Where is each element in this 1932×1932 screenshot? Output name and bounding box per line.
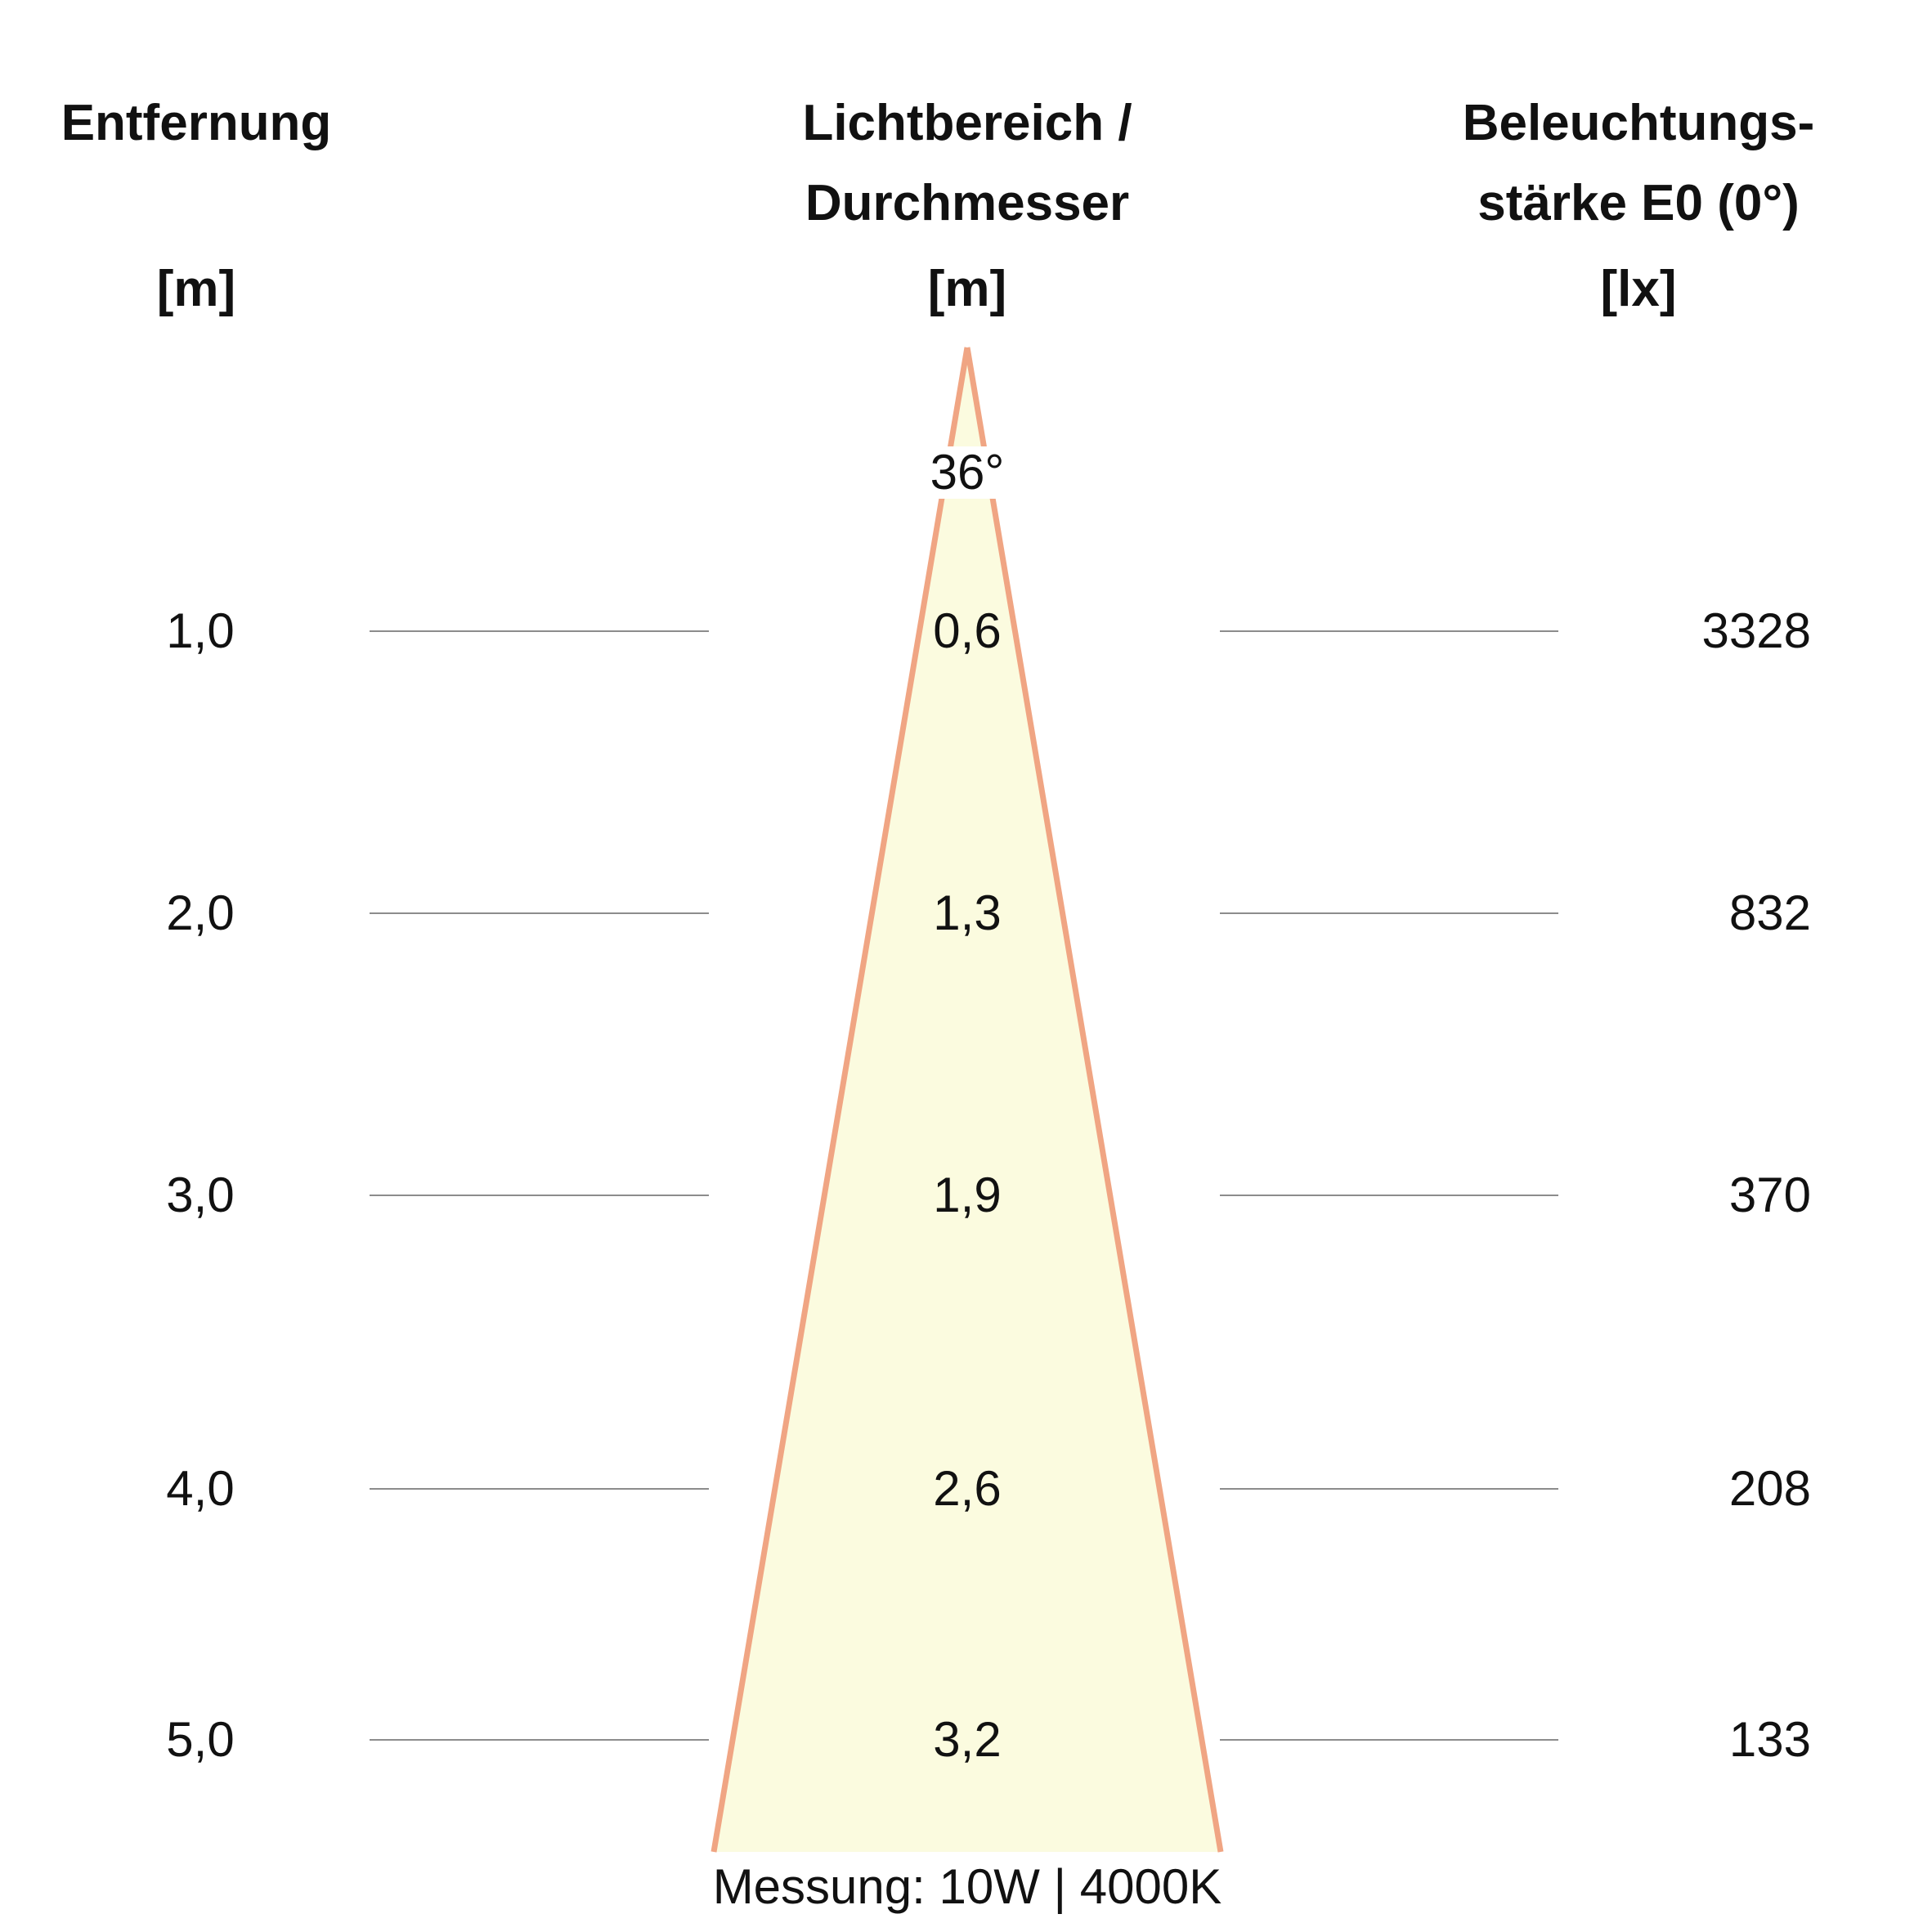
col-header-distance-title: Entfernung <box>61 95 332 151</box>
illuminance-value: 370 <box>1728 1168 1811 1222</box>
gridline-right <box>1220 1739 1558 1741</box>
diameter-value: 1,3 <box>933 885 1002 940</box>
illuminance-value: 133 <box>1728 1712 1811 1767</box>
distance-value: 5,0 <box>166 1712 235 1767</box>
gridline-left <box>370 912 709 914</box>
light-cone-right-edge <box>964 347 1224 1853</box>
col-header-illuminance-title-line2: stärke E0 (0°) <box>1477 175 1800 231</box>
gridline-right <box>1220 1488 1558 1490</box>
light-cone-left-edge <box>710 347 970 1853</box>
distance-value: 3,0 <box>166 1168 235 1222</box>
illuminance-value: 832 <box>1728 885 1811 940</box>
distance-value: 2,0 <box>166 885 235 940</box>
col-header-beam-title-line2: Durchmesser <box>805 175 1130 231</box>
light-cone-fill <box>714 347 1221 1852</box>
illuminance-value: 3328 <box>1701 603 1811 658</box>
col-header-illuminance-unit: [lx] <box>1600 261 1677 317</box>
diameter-value: 0,6 <box>933 603 1002 658</box>
diameter-value: 3,2 <box>933 1712 1002 1767</box>
gridline-right <box>1220 1195 1558 1196</box>
gridline-left <box>370 1195 709 1196</box>
gridline-right <box>1220 630 1558 632</box>
gridline-left <box>370 630 709 632</box>
diameter-value: 2,6 <box>933 1461 1002 1516</box>
gridline-right <box>1220 912 1558 914</box>
col-header-beam-title-line1: Lichtbereich / <box>802 95 1132 151</box>
gridline-left <box>370 1488 709 1490</box>
distance-value: 4,0 <box>166 1461 235 1516</box>
illuminance-value: 208 <box>1728 1461 1811 1516</box>
measurement-caption: Messung: 10W | 4000K <box>712 1859 1222 1914</box>
beam-angle-label: 36° <box>845 446 1090 499</box>
col-header-illuminance-title-line1: Beleuchtungs- <box>1462 95 1815 151</box>
distance-value: 1,0 <box>166 603 235 658</box>
gridline-left <box>370 1739 709 1741</box>
col-header-distance-unit: [m] <box>156 261 236 317</box>
diameter-value: 1,9 <box>933 1168 1002 1222</box>
col-header-beam-unit: [m] <box>927 261 1007 317</box>
